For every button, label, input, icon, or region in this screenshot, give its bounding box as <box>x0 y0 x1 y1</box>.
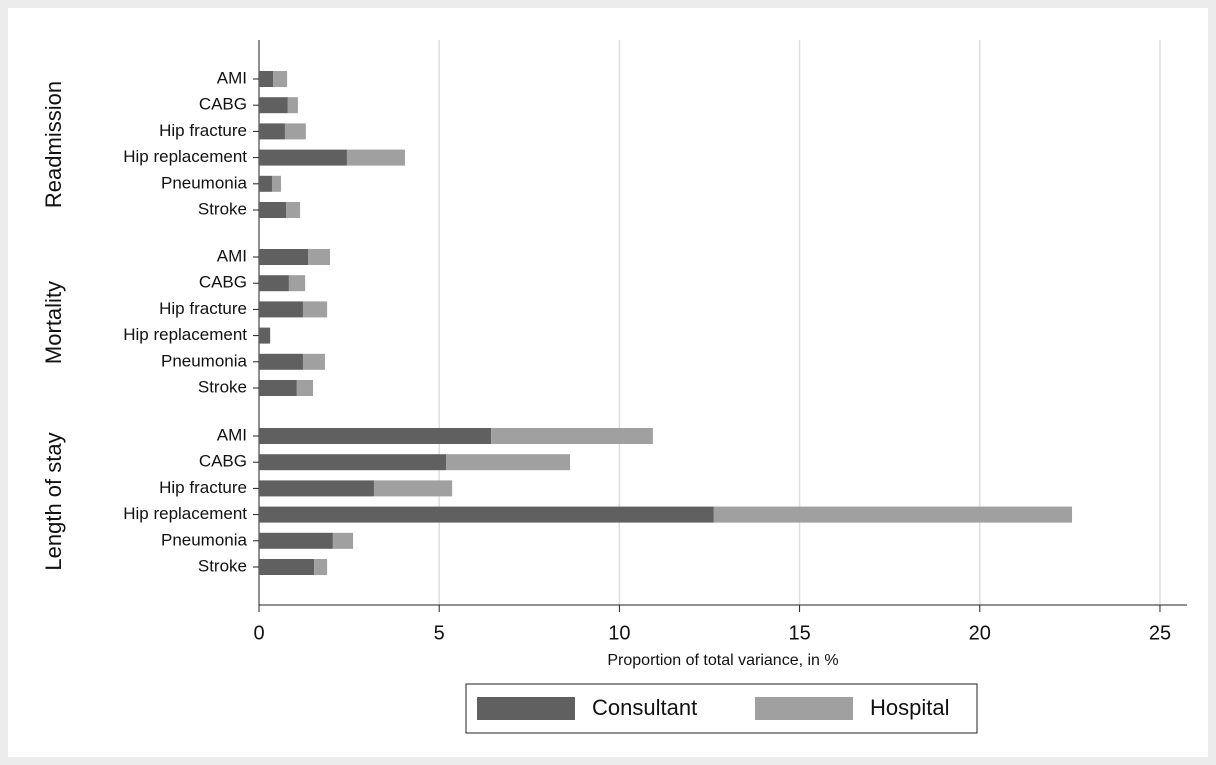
x-tick-label: 25 <box>1149 622 1171 644</box>
bar-segment <box>259 506 714 523</box>
bar-segment <box>259 301 303 318</box>
bar-segment <box>259 275 289 292</box>
x-tick-label: 15 <box>788 622 810 644</box>
y-tick-label: Stroke <box>198 199 247 218</box>
bar-segment <box>259 327 271 344</box>
bar-segment <box>259 71 274 87</box>
y-tick-label: Hip replacement <box>123 147 247 166</box>
bar-segment <box>259 175 272 192</box>
chart-background <box>8 8 1208 757</box>
y-tick-label: Hip replacement <box>123 504 247 523</box>
bar-segment <box>273 71 288 87</box>
bar-segment <box>308 249 330 265</box>
bar-segment <box>259 123 285 140</box>
y-tick-label: Pneumonia <box>161 530 248 549</box>
bar-segment <box>259 428 492 444</box>
group-label: Mortality <box>41 281 66 364</box>
x-tick-label: 5 <box>434 622 445 644</box>
legend-swatch <box>755 697 853 720</box>
y-tick-label: Hip replacement <box>123 325 247 344</box>
legend-swatch <box>477 697 575 720</box>
bar-segment <box>373 480 453 497</box>
bar-segment <box>271 175 281 192</box>
bar-segment <box>259 249 309 265</box>
y-tick-label: CABG <box>199 95 247 114</box>
bar-segment <box>259 532 333 549</box>
x-axis-title: Proportion of total variance, in % <box>607 652 838 669</box>
bar-segment <box>302 301 328 318</box>
x-tick-label: 20 <box>969 622 991 644</box>
bar-segment <box>259 202 287 218</box>
y-tick-label: AMI <box>217 425 247 444</box>
y-tick-label: Hip fracture <box>159 299 247 318</box>
bar-segment <box>346 149 405 166</box>
group-label: Length of stay <box>41 432 66 570</box>
legend-label: Hospital <box>870 695 949 720</box>
bar-segment <box>259 149 347 166</box>
legend-label: Consultant <box>592 695 697 720</box>
group-label: Readmission <box>41 81 66 208</box>
bar-segment <box>302 353 325 370</box>
y-tick-label: AMI <box>217 68 247 87</box>
bar-segment <box>286 202 301 218</box>
bar-segment <box>259 353 303 370</box>
bar-segment <box>332 532 354 549</box>
y-tick-label: Hip fracture <box>159 121 247 140</box>
bar-segment <box>288 275 306 292</box>
bar-segment <box>713 506 1073 523</box>
bar-segment <box>259 380 297 396</box>
bar-segment <box>314 559 328 575</box>
bar-segment <box>259 454 447 471</box>
bar-segment <box>284 123 306 140</box>
x-tick-label: 10 <box>608 622 630 644</box>
x-tick-label: 0 <box>253 622 264 644</box>
bar-segment <box>446 454 571 471</box>
y-tick-label: Pneumonia <box>161 351 248 370</box>
bar-segment <box>259 480 374 497</box>
bar-segment <box>259 559 315 575</box>
bar-segment <box>287 97 298 114</box>
y-tick-label: Stroke <box>198 556 247 575</box>
y-tick-label: Pneumonia <box>161 173 248 192</box>
bar-segment <box>491 428 653 444</box>
bar-segment <box>296 380 314 396</box>
bar-segment <box>259 97 288 114</box>
y-tick-label: Hip fracture <box>159 478 247 497</box>
y-tick-label: CABG <box>199 273 247 292</box>
y-tick-label: Stroke <box>198 377 247 396</box>
y-tick-label: CABG <box>199 452 247 471</box>
y-tick-label: AMI <box>217 246 247 265</box>
